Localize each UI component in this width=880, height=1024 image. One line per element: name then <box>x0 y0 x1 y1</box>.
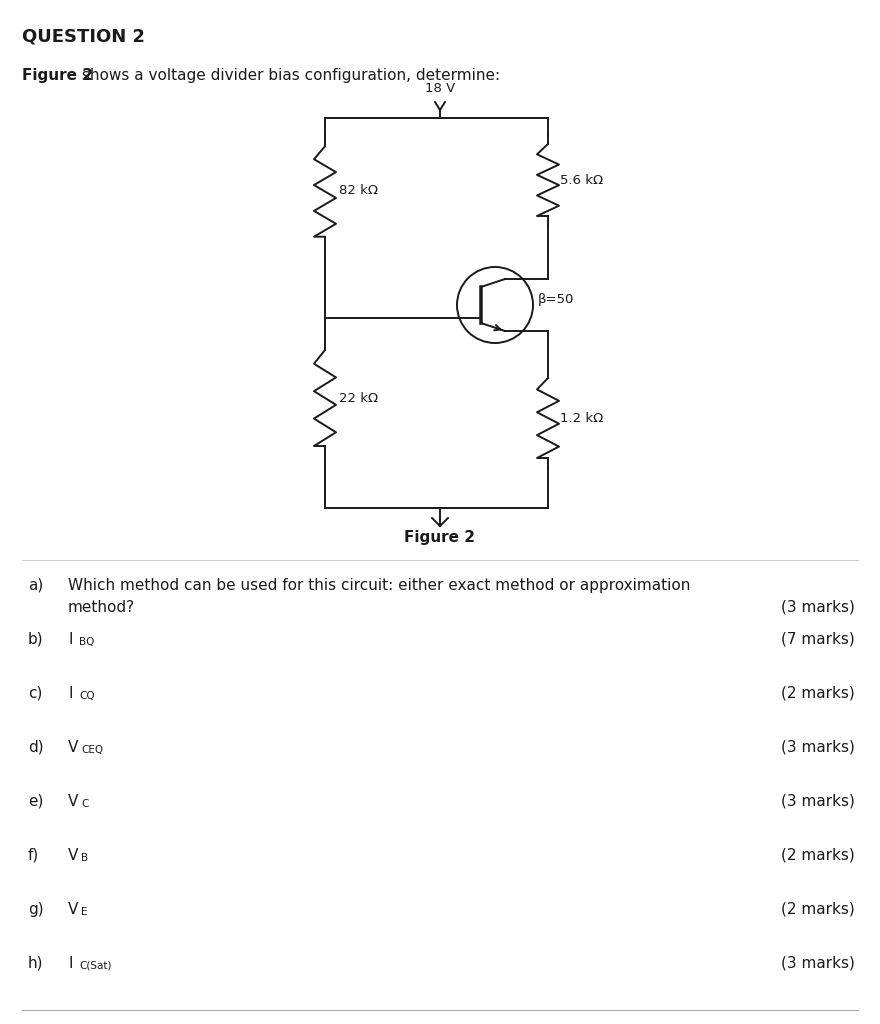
Text: 22 kΩ: 22 kΩ <box>339 391 378 404</box>
Text: C(Sat): C(Sat) <box>79 961 112 971</box>
Text: f): f) <box>28 848 40 863</box>
Text: Figure 2: Figure 2 <box>22 68 93 83</box>
Text: (7 marks): (7 marks) <box>781 632 855 647</box>
Text: C: C <box>81 799 88 809</box>
Text: (3 marks): (3 marks) <box>781 956 855 971</box>
Text: B: B <box>81 853 88 863</box>
Text: Figure 2: Figure 2 <box>405 530 475 545</box>
Text: CQ: CQ <box>79 691 95 701</box>
Text: b): b) <box>28 632 44 647</box>
Text: method?: method? <box>68 600 136 615</box>
Text: 5.6 kΩ: 5.6 kΩ <box>560 173 603 186</box>
Text: g): g) <box>28 902 44 918</box>
Text: I: I <box>68 956 72 971</box>
Text: QUESTION 2: QUESTION 2 <box>22 28 145 46</box>
Text: V: V <box>68 794 78 809</box>
Text: shows a voltage divider bias configuration, determine:: shows a voltage divider bias configurati… <box>77 68 500 83</box>
Text: I: I <box>68 686 72 701</box>
Text: V: V <box>68 740 78 755</box>
Text: V: V <box>68 902 78 918</box>
Text: a): a) <box>28 578 43 593</box>
Text: (3 marks): (3 marks) <box>781 600 855 615</box>
Text: e): e) <box>28 794 43 809</box>
Text: (3 marks): (3 marks) <box>781 740 855 755</box>
Text: (3 marks): (3 marks) <box>781 794 855 809</box>
Text: h): h) <box>28 956 43 971</box>
Text: β=50: β=50 <box>538 294 575 306</box>
Text: 1.2 kΩ: 1.2 kΩ <box>560 412 604 425</box>
Text: (2 marks): (2 marks) <box>781 902 855 918</box>
Text: V: V <box>68 848 78 863</box>
Text: Which method can be used for this circuit: either exact method or approximation: Which method can be used for this circui… <box>68 578 691 593</box>
Text: CEQ: CEQ <box>81 745 103 755</box>
Text: 18 V: 18 V <box>425 82 455 95</box>
Text: BQ: BQ <box>79 637 94 647</box>
Text: I: I <box>68 632 72 647</box>
Text: (2 marks): (2 marks) <box>781 686 855 701</box>
Text: (2 marks): (2 marks) <box>781 848 855 863</box>
Text: E: E <box>81 907 87 918</box>
Text: d): d) <box>28 740 44 755</box>
Text: 82 kΩ: 82 kΩ <box>339 184 378 198</box>
Text: c): c) <box>28 686 42 701</box>
